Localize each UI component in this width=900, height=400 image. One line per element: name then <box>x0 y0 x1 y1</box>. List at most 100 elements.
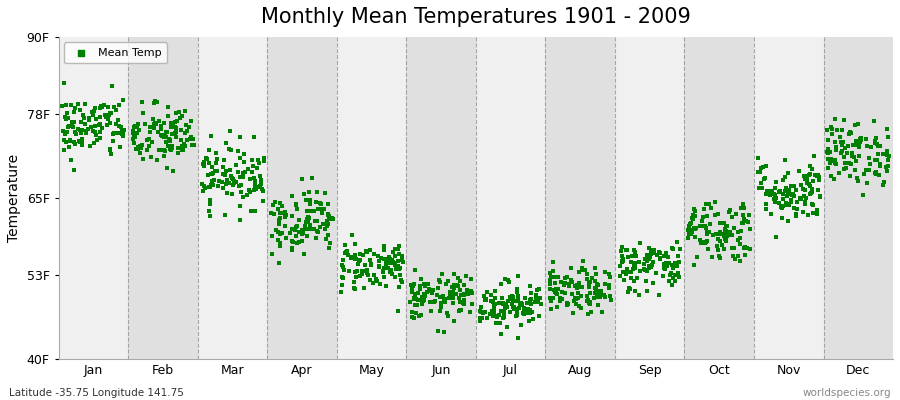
Point <box>700 246 715 253</box>
Point <box>646 250 661 256</box>
Point <box>428 299 442 305</box>
Point <box>791 168 806 174</box>
Point <box>62 144 77 150</box>
Point <box>473 315 488 322</box>
Point <box>90 136 104 143</box>
Point <box>696 222 710 229</box>
Point <box>94 124 109 131</box>
Point <box>713 231 727 238</box>
Point <box>429 292 444 298</box>
Point <box>435 271 449 277</box>
Point <box>301 214 315 221</box>
Point <box>838 144 852 151</box>
Point <box>500 323 514 330</box>
Point <box>514 300 528 306</box>
Point <box>382 254 397 260</box>
Point <box>165 143 179 150</box>
Point <box>822 137 836 143</box>
Point <box>715 242 729 248</box>
Point <box>196 163 211 169</box>
Point <box>392 251 407 258</box>
Point <box>221 146 236 152</box>
Point <box>171 145 185 151</box>
Point <box>684 230 698 237</box>
Point <box>388 253 402 259</box>
Point <box>271 229 285 235</box>
Point <box>868 157 882 163</box>
Point <box>156 147 170 154</box>
Point <box>127 133 141 140</box>
Point <box>377 247 392 253</box>
Point <box>823 159 837 166</box>
Point <box>69 131 84 138</box>
Point <box>164 146 178 153</box>
Point <box>135 142 149 148</box>
Point <box>493 281 508 288</box>
Point <box>59 129 74 136</box>
Point <box>437 296 452 302</box>
Point <box>872 172 886 178</box>
Point <box>292 229 307 235</box>
Point <box>446 285 461 291</box>
Point <box>708 231 723 238</box>
Point <box>767 191 781 198</box>
Point <box>767 196 781 202</box>
Point <box>784 197 798 204</box>
Point <box>803 182 817 189</box>
Point <box>100 122 114 128</box>
Point <box>588 265 602 272</box>
Point <box>264 210 278 216</box>
Point <box>238 151 252 158</box>
Point <box>378 256 392 263</box>
Point <box>572 302 586 309</box>
Point <box>771 188 786 195</box>
Point <box>729 211 743 217</box>
Point <box>347 269 362 276</box>
Point <box>480 314 494 321</box>
Point <box>601 284 616 290</box>
Point <box>383 269 398 275</box>
Point <box>864 144 878 150</box>
Point <box>555 296 570 302</box>
Point <box>295 176 310 182</box>
Point <box>752 185 766 192</box>
Point <box>701 201 716 208</box>
Point <box>551 286 565 292</box>
Point <box>521 306 535 312</box>
Point <box>338 250 353 256</box>
Point <box>344 254 358 261</box>
Point <box>87 104 102 111</box>
Point <box>127 124 141 130</box>
Point <box>773 188 788 194</box>
Point <box>387 260 401 266</box>
Point <box>731 228 745 235</box>
Point <box>527 299 542 306</box>
Point <box>733 241 747 248</box>
Point <box>719 232 733 239</box>
Point <box>778 185 793 192</box>
Point <box>659 250 673 256</box>
Point <box>322 216 337 222</box>
Point <box>574 264 589 271</box>
Point <box>206 182 220 188</box>
Point <box>563 276 578 283</box>
Point <box>180 137 194 144</box>
Point <box>548 288 562 295</box>
Point <box>94 104 109 110</box>
Point <box>656 261 670 267</box>
Point <box>805 189 819 195</box>
Point <box>204 182 219 189</box>
Point <box>154 122 168 129</box>
Point <box>879 148 894 154</box>
Point <box>501 277 516 283</box>
Point <box>157 134 171 140</box>
Point <box>793 195 807 201</box>
Point <box>508 313 523 319</box>
Point <box>522 318 536 324</box>
Point <box>374 255 389 261</box>
Point <box>517 306 531 312</box>
Point <box>424 308 438 314</box>
Point <box>313 206 328 212</box>
Point <box>73 126 87 133</box>
Point <box>383 260 398 266</box>
